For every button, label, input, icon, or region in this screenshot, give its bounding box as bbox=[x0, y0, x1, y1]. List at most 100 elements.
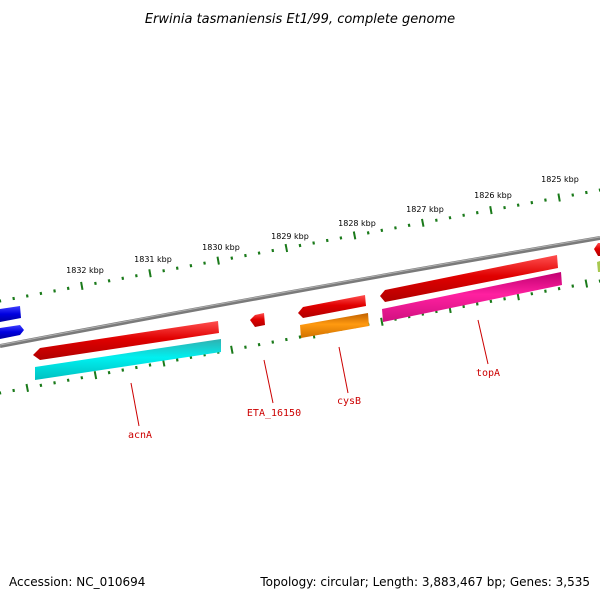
outer-minor-tick bbox=[244, 253, 247, 258]
gene-arrow-acna-cyan[interactable] bbox=[35, 339, 221, 380]
gene-arrow-olive-right-edge[interactable] bbox=[597, 261, 600, 272]
gene-arrow-acna-red[interactable] bbox=[33, 321, 219, 360]
inner-major-tick bbox=[230, 345, 234, 354]
inner-minor-tick bbox=[107, 370, 111, 375]
inner-minor-tick bbox=[257, 342, 261, 347]
outer-minor-tick bbox=[53, 289, 56, 293]
gene-features bbox=[0, 243, 600, 380]
gene-label-cysb[interactable]: cysB bbox=[337, 396, 361, 407]
gene-arrow-cysb-red[interactable] bbox=[298, 295, 366, 318]
outer-major-tick bbox=[80, 281, 84, 290]
outer-minor-tick bbox=[257, 251, 261, 255]
outer-minor-tick bbox=[448, 216, 452, 220]
tick-label-1827: 1827 kbp bbox=[406, 205, 444, 214]
outer-minor-tick bbox=[544, 198, 547, 202]
outer-minor-tick bbox=[230, 256, 234, 260]
inner-minor-tick bbox=[571, 284, 575, 288]
label-line-topa bbox=[477, 319, 489, 365]
footer-summary: Topology: circular; Length: 3,883,467 bp… bbox=[259, 575, 590, 589]
outer-minor-tick bbox=[339, 236, 343, 240]
outer-minor-tick bbox=[121, 276, 125, 280]
outer-minor-tick bbox=[475, 211, 479, 215]
gene-arrow-red-right-edge[interactable] bbox=[594, 243, 600, 256]
inner-minor-tick bbox=[271, 340, 275, 344]
outer-minor-tick bbox=[462, 213, 465, 217]
inner-minor-tick bbox=[244, 345, 247, 349]
genome-backbone-highlight bbox=[0, 236, 600, 346]
genome-backbone bbox=[0, 236, 600, 348]
tick-label-1832: 1832 kbp bbox=[66, 266, 104, 275]
outer-major-tick bbox=[489, 206, 493, 215]
inner-minor-tick bbox=[544, 289, 547, 293]
gene-label-topa[interactable]: topA bbox=[476, 368, 500, 379]
tick-label-1826: 1826 kbp bbox=[474, 191, 512, 200]
outer-minor-tick bbox=[271, 248, 275, 253]
gene-arrow-topa-red[interactable] bbox=[380, 255, 558, 302]
map-title: Erwinia tasmaniensis Et1/99, complete ge… bbox=[145, 12, 455, 27]
outer-minor-tick bbox=[107, 279, 111, 283]
outer-minor-tick bbox=[571, 193, 575, 197]
inner-major-tick bbox=[584, 279, 589, 288]
inner-major-tick bbox=[25, 383, 29, 392]
tick-label-1829: 1829 kbp bbox=[271, 232, 309, 241]
outer-minor-tick bbox=[585, 190, 588, 195]
inner-tick-track bbox=[0, 279, 600, 395]
inner-minor-tick bbox=[557, 286, 561, 291]
gene-arrow-blue-lower[interactable] bbox=[0, 325, 24, 339]
inner-minor-tick bbox=[121, 368, 125, 372]
inner-minor-tick bbox=[285, 337, 288, 342]
inner-minor-tick bbox=[148, 363, 152, 367]
label-line-cysb bbox=[338, 346, 349, 394]
inner-minor-tick bbox=[135, 365, 138, 370]
outer-minor-tick bbox=[325, 238, 329, 243]
inner-minor-tick bbox=[80, 376, 84, 380]
inner-minor-tick bbox=[12, 388, 15, 393]
outer-minor-tick bbox=[25, 294, 29, 298]
inner-minor-tick bbox=[462, 304, 465, 309]
outer-major-tick bbox=[352, 231, 357, 240]
outer-minor-tick bbox=[380, 228, 384, 233]
gene-arrow-topa-magenta[interactable] bbox=[382, 272, 562, 322]
outer-major-tick bbox=[284, 243, 289, 253]
inner-minor-tick bbox=[489, 299, 493, 304]
outer-minor-tick bbox=[66, 286, 70, 291]
gene-arrow-blue-upper[interactable] bbox=[0, 306, 21, 322]
outer-minor-tick bbox=[366, 231, 370, 235]
outer-minor-tick bbox=[530, 200, 534, 205]
outer-minor-tick bbox=[135, 274, 138, 278]
label-line-acna bbox=[130, 382, 140, 427]
tick-label-1825: 1825 kbp bbox=[541, 175, 579, 184]
outer-major-tick bbox=[421, 218, 425, 227]
tick-label-1830: 1830 kbp bbox=[202, 243, 240, 252]
outer-minor-tick bbox=[203, 261, 206, 265]
outer-minor-tick bbox=[298, 243, 302, 248]
outer-minor-tick bbox=[162, 269, 165, 273]
label-line-eta16150 bbox=[263, 359, 274, 404]
outer-minor-tick bbox=[175, 266, 179, 270]
inner-minor-tick bbox=[298, 335, 302, 339]
gene-labels: acnA ETA_16150 cysB topA bbox=[128, 319, 500, 441]
outer-major-tick bbox=[216, 256, 220, 265]
tick-label-1831: 1831 kbp bbox=[134, 255, 172, 264]
outer-minor-tick bbox=[39, 291, 43, 296]
inner-minor-tick bbox=[475, 302, 479, 306]
outer-minor-tick bbox=[407, 223, 411, 228]
inner-minor-tick bbox=[39, 383, 43, 388]
outer-minor-tick bbox=[503, 206, 506, 210]
gene-arrow-eta16150[interactable] bbox=[250, 313, 265, 327]
outer-minor-tick bbox=[94, 281, 97, 285]
outer-minor-tick bbox=[312, 241, 315, 245]
inner-minor-tick bbox=[503, 297, 506, 301]
gene-label-acna[interactable]: acnA bbox=[128, 430, 152, 441]
tick-label-1828: 1828 kbp bbox=[338, 219, 376, 228]
gene-arrow-cysb-orange[interactable] bbox=[300, 313, 369, 338]
tick-labels: 1825 kbp 1826 kbp 1827 kbp 1828 kbp 1829… bbox=[66, 175, 579, 275]
outer-major-tick bbox=[557, 193, 561, 202]
outer-minor-tick bbox=[12, 296, 15, 301]
inner-minor-tick bbox=[175, 358, 179, 362]
outer-minor-tick bbox=[189, 263, 193, 268]
outer-tick-track bbox=[0, 188, 600, 303]
gene-label-eta16150[interactable]: ETA_16150 bbox=[247, 408, 301, 419]
outer-minor-tick bbox=[516, 203, 520, 207]
